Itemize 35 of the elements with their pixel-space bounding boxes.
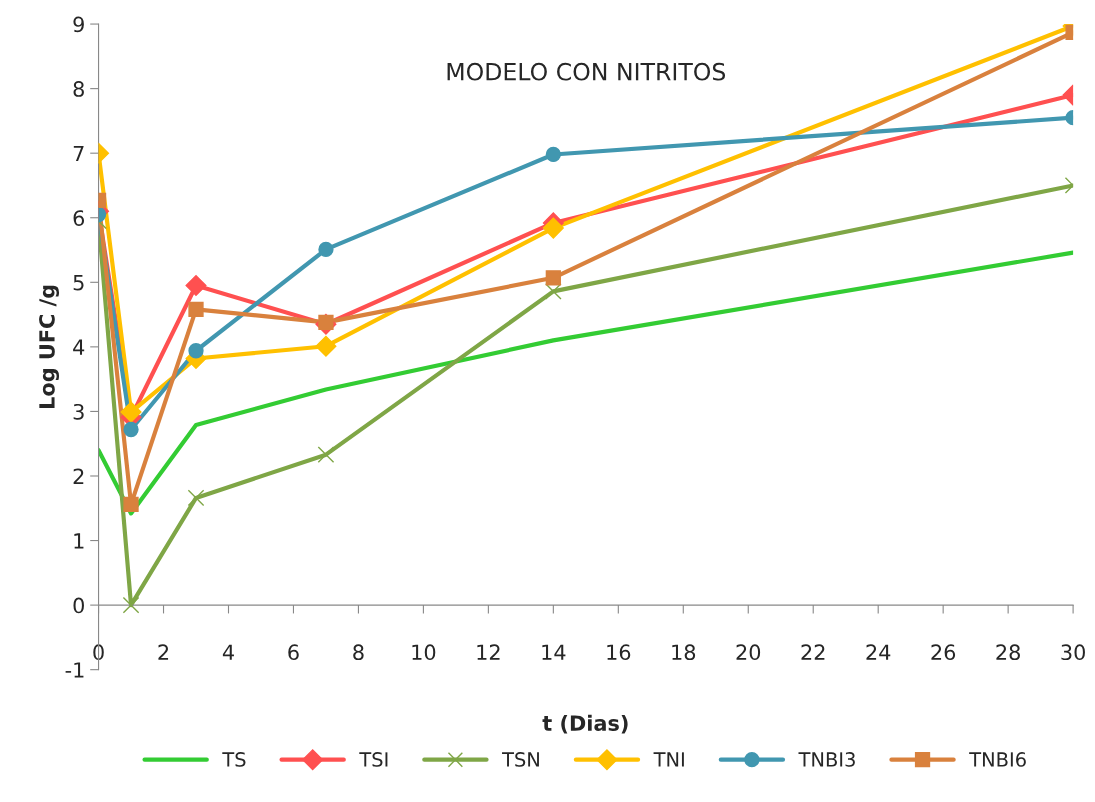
x-tick-label: 18 [672, 644, 696, 661]
x-tick-label: 10 [412, 644, 436, 661]
legend-label: TSI [359, 752, 388, 767]
x-tick-label: 12 [477, 644, 500, 660]
x-tick-label: 24 [866, 644, 891, 660]
y-tick-label: -1 [65, 662, 84, 678]
legend-label: TS [222, 752, 246, 767]
x-tick-label: 20 [736, 644, 761, 661]
text: MODELO CON NITRITOS [447, 62, 726, 81]
legend-label: TNI [653, 752, 684, 767]
x-tick-label: 16 [607, 644, 631, 661]
y-tick-label: 8 [73, 81, 84, 97]
y-tick-label: 6 [73, 210, 85, 226]
x-tick-label: 30 [1061, 644, 1085, 661]
legend-label: TSN [502, 752, 539, 767]
x-tick-label: 4 [222, 644, 234, 660]
y-tick-label: 9 [73, 16, 84, 33]
y-tick-label: 1 [74, 533, 84, 549]
y-tick-label: 3 [73, 403, 84, 420]
y-tick-label: 5 [73, 275, 84, 291]
x-tick-label: 22 [801, 644, 825, 660]
y-tick-label: 2 [73, 468, 84, 484]
y-tick-label: 0 [73, 597, 84, 614]
y-tick-label: 7 [73, 145, 84, 162]
legend-label: TNBI6 [969, 752, 1026, 767]
x-tick-label: 6 [288, 644, 299, 661]
legend-label: TNBI3 [798, 752, 855, 767]
y-axis-title: Log UFC /g [39, 285, 60, 408]
x-axis-title: t (Dias) [542, 714, 628, 734]
y-tick-label: 4 [73, 339, 85, 355]
x-tick-label: 28 [996, 644, 1020, 661]
x-tick-label: 8 [353, 644, 364, 661]
x-tick-label: 26 [931, 644, 956, 661]
x-tick-label: 14 [542, 644, 566, 660]
x-tick-label: 2 [158, 644, 169, 660]
